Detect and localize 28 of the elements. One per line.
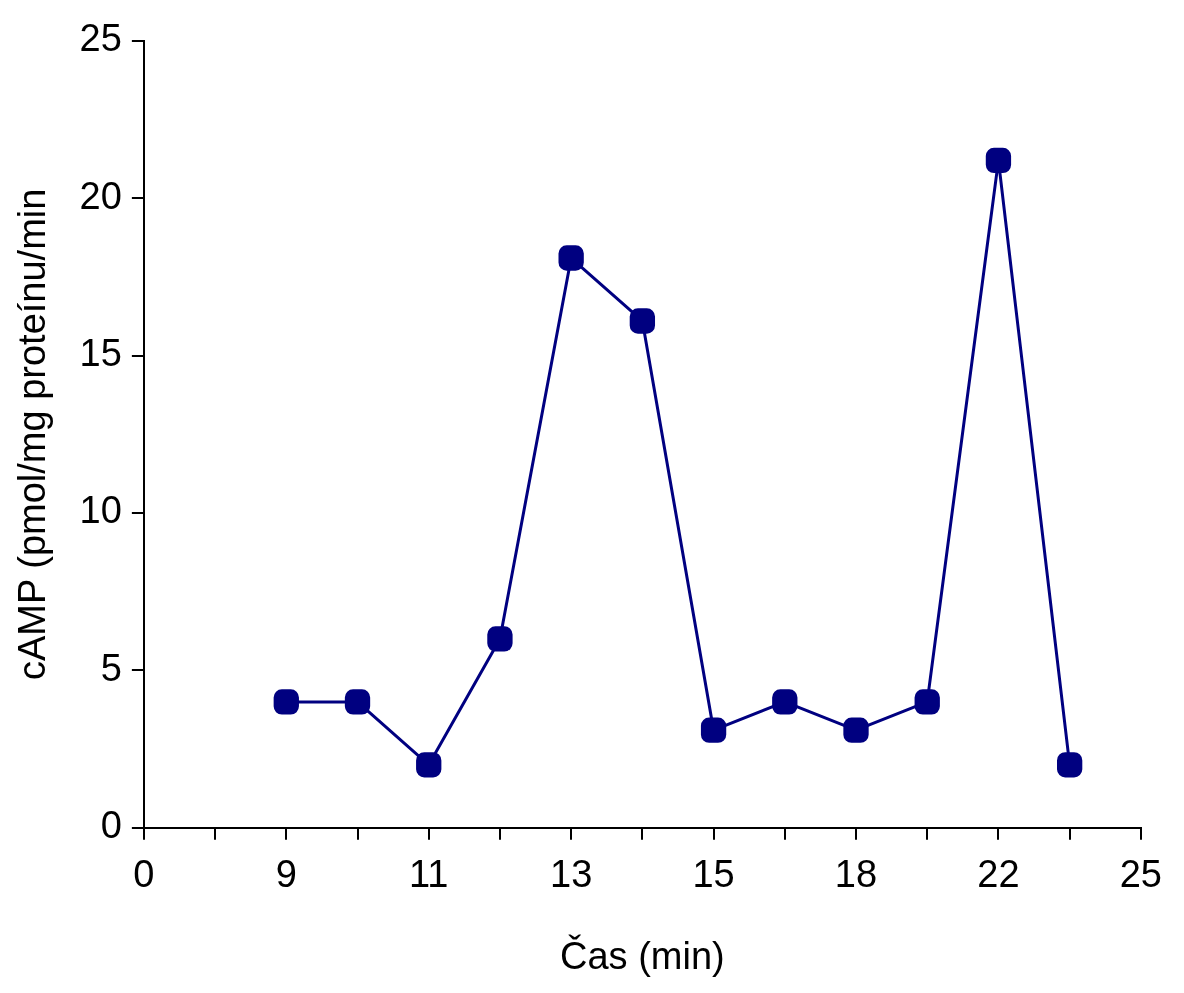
point — [985, 147, 1012, 174]
x-tick-label: 11 — [409, 853, 449, 896]
x-axis-title: Čas (min) — [560, 933, 725, 977]
point — [273, 689, 299, 715]
point — [487, 626, 513, 652]
point — [772, 689, 798, 715]
point — [558, 245, 584, 271]
y-tick-label: 10 — [79, 489, 122, 532]
y-tick-label: 5 — [100, 646, 122, 689]
x-tick-label: 22 — [977, 853, 1020, 896]
point — [700, 717, 727, 743]
y-tick-label: 15 — [79, 332, 122, 375]
point — [1056, 752, 1083, 778]
point — [344, 689, 371, 715]
point — [416, 752, 442, 778]
x-tick-label: 25 — [1119, 853, 1163, 896]
x-tick-label: 18 — [834, 853, 878, 896]
point — [843, 717, 869, 743]
x-tick-label: 13 — [550, 853, 593, 896]
x-tick-label: 9 — [275, 853, 297, 896]
x-tick-label: 15 — [692, 853, 735, 896]
y-tick-label: 20 — [79, 174, 122, 217]
x-tick-label: 0 — [133, 853, 155, 896]
y-tick-label: 25 — [79, 17, 122, 60]
y-tick-label: 0 — [100, 804, 122, 847]
point — [914, 689, 940, 715]
point — [629, 308, 656, 334]
y-axis-title: cAMP (pmol/mg proteínu/min — [11, 188, 54, 680]
